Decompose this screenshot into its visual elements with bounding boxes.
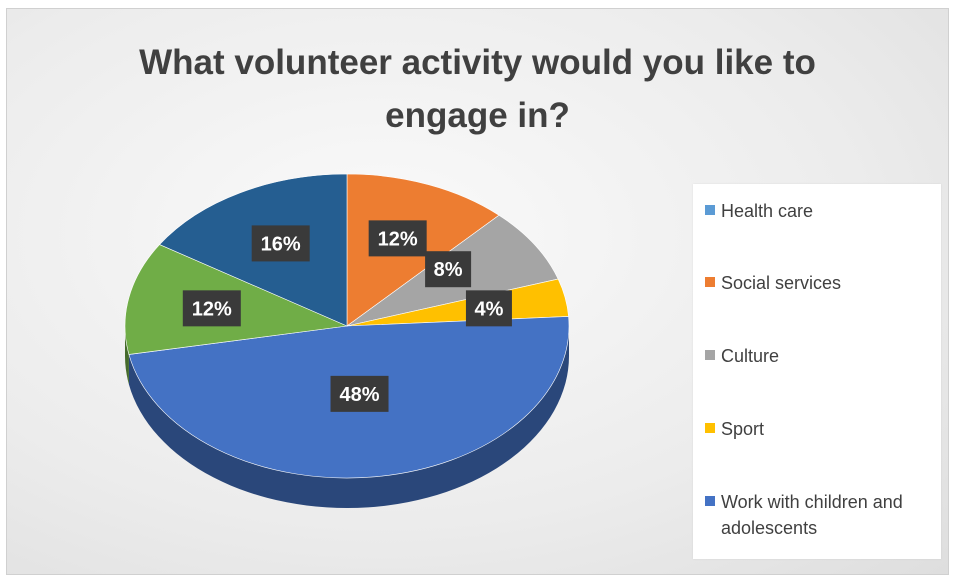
legend-swatch	[705, 496, 715, 506]
legend-swatch	[705, 205, 715, 215]
legend-item-health-care: Health care	[705, 198, 935, 224]
legend-label: Social services	[721, 273, 842, 293]
data-label-box	[368, 220, 427, 257]
legend-label: Work with children and adolescents	[721, 492, 903, 538]
legend-swatch	[705, 277, 715, 287]
legend-swatch	[705, 423, 715, 433]
legend-item-social-services: Social services	[705, 270, 935, 296]
data-label: 48%	[340, 384, 380, 406]
chart-frame: What volunteer activity would you like t…	[6, 8, 949, 575]
pie-side-slice-4	[128, 326, 569, 509]
data-label: 16%	[261, 233, 301, 255]
chart-title-wrap: What volunteer activity would you like t…	[7, 37, 948, 142]
pie-chart: 12% 8% 4% 48% 12% 16%	[124, 173, 570, 509]
data-label-box	[425, 251, 472, 288]
data-label: 8%	[434, 259, 463, 281]
legend-item-culture: Culture	[705, 343, 935, 369]
data-label-box	[330, 375, 389, 412]
legend-item-sport: Sport	[705, 416, 935, 442]
legend-label: Culture	[721, 346, 780, 366]
data-label-box	[182, 290, 241, 327]
legend-swatch	[705, 350, 715, 360]
data-label-box	[465, 290, 512, 327]
data-label: 12%	[192, 298, 232, 320]
legend-label: Sport	[721, 419, 765, 439]
legend-label: Health care	[721, 201, 814, 221]
chart-title: What volunteer activity would you like t…	[139, 43, 816, 135]
data-label: 4%	[474, 298, 503, 320]
data-label-box	[251, 225, 310, 262]
legend-item-work-with-children: Work with children and adolescents	[705, 489, 935, 541]
legend: Health care Social services Culture Spor…	[693, 184, 941, 559]
data-label: 12%	[378, 228, 418, 250]
data-labels: 12% 8% 4% 48% 12% 16%	[182, 220, 512, 412]
